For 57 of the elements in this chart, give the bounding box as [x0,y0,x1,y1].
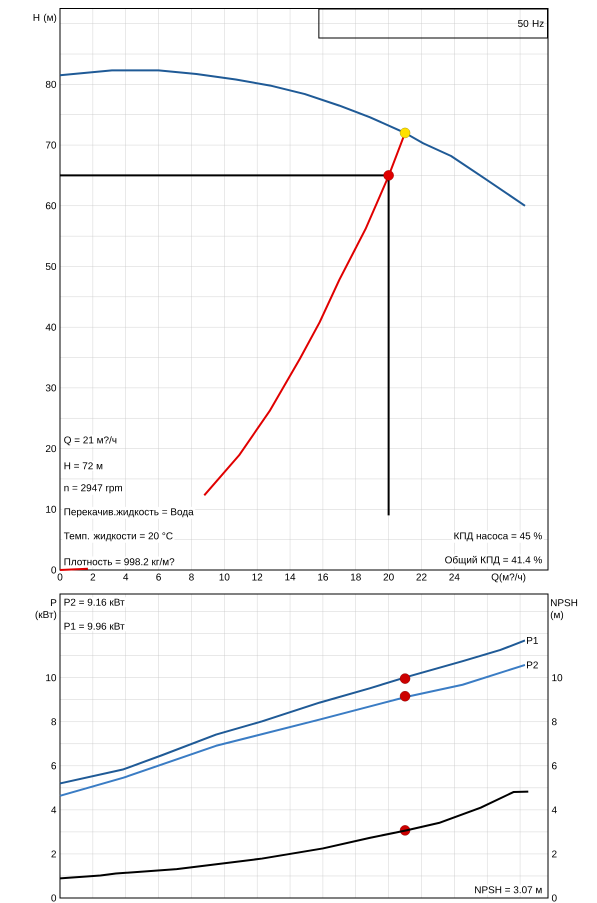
annotation: Темп. жидкости = 20 °C [64,532,173,542]
y-tick-label: 0 [51,894,56,902]
series-label: P1 [527,637,538,644]
y-axis-title: P (кВт) [36,599,56,620]
x-tick-label: 16 [318,574,328,581]
x-tick-label: 10 [220,574,230,581]
x-tick-label: 4 [123,574,128,580]
y2-tick-label: 10 [552,674,562,682]
x-tick-label: 0 [58,574,62,581]
x-tick-label: 8 [189,574,194,581]
annotation: Плотность = 998.2 кг/м? [64,558,174,566]
x-axis-title: Q(м?/ч) [492,573,526,582]
y2-tick-label: 6 [552,762,557,770]
annotation: H = 72 м [64,462,102,470]
x-tick-label: 18 [350,574,361,581]
y-tick-label: 50 [46,262,56,270]
annotation: P1 = 9.96 кВт [64,622,124,630]
x-tick-label: 12 [252,574,262,580]
y-tick-label: 40 [46,324,56,331]
line-series [59,69,526,207]
y-tick-label: 8 [51,718,56,726]
y-tick-label: 0 [51,566,56,574]
point [400,673,410,684]
y-tick-label: 4 [51,806,56,814]
series-label: P2 [527,661,538,668]
y2-tick-label: 2 [552,850,557,858]
annotation: КПД насоса = 45 % [454,532,542,542]
y-tick-label: 10 [46,674,56,682]
annotation: n = 2947 rpm [64,484,122,494]
annotation: Перекачив.жидкость = Вода [64,508,194,518]
y-tick-label: 60 [46,202,56,210]
point [400,691,410,702]
x-tick-label: 20 [384,574,394,581]
annotation: P2 = 9.16 кВт [64,598,124,606]
y-tick-label: 6 [51,762,56,770]
y-tick-label: 80 [46,80,56,88]
x-tick-label: 24 [449,574,460,580]
annotation: Q = 21 м?/ч [64,436,116,446]
y-tick-label: 30 [46,384,56,392]
line-series [59,664,526,797]
y-tick-label: 2 [51,850,56,858]
y2-tick-label: 4 [552,806,557,814]
y2-axis-title: NPSH (м) [550,599,578,620]
y-tick-label: 70 [46,142,56,149]
x-tick-label: 14 [285,574,296,580]
y2-tick-label: 0 [552,894,557,902]
y-tick-label: 20 [46,445,56,452]
y-axis-title: H (м) [34,14,56,23]
text: 50 Hz [518,20,544,28]
y2-tick-label: 8 [552,718,557,726]
x-tick-label: 22 [416,574,427,580]
x-tick-label: 2 [90,574,96,580]
annotation: Общий КПД = 41.4 % [445,556,542,566]
x-tick-label: 6 [156,574,161,581]
annotation: NPSH = 3.07 м [475,886,542,894]
line-series [59,639,526,784]
y-tick-label: 10 [46,506,56,513]
